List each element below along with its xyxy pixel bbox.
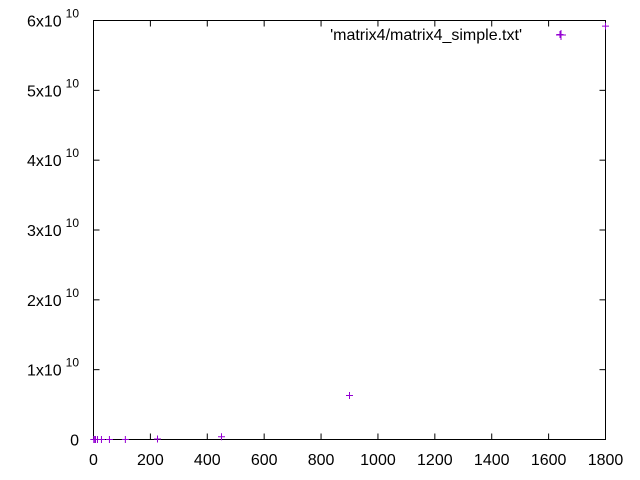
data-point [556, 30, 564, 38]
data-point [105, 436, 113, 443]
data-point [602, 22, 609, 30]
x-tick-label: 1000 [360, 452, 396, 469]
y-tick-label: 1x10 10 [27, 356, 79, 380]
data-point [154, 435, 161, 443]
data-point [218, 433, 225, 441]
x-tick-label: 1600 [531, 452, 567, 469]
x-tick-label: 400 [194, 452, 221, 469]
data-point [346, 392, 353, 400]
x-tick-label: 600 [251, 452, 278, 469]
plot-frame [93, 20, 606, 440]
x-tick-label: 1800 [588, 452, 624, 469]
data-point [97, 436, 105, 443]
data-points [90, 22, 609, 443]
x-tick-label: 0 [89, 452, 98, 469]
y-tick-label: 2x10 10 [27, 286, 79, 310]
y-tick-label: 0 [70, 433, 79, 450]
data-point [121, 436, 129, 443]
x-tick-label: 800 [308, 452, 335, 469]
legend: 'matrix4/matrix4_simple.txt' [330, 27, 566, 44]
y-tick-label: 6x10 10 [27, 7, 79, 31]
y-tick-label: 4x10 10 [27, 146, 79, 170]
x-tick-label: 1200 [417, 452, 453, 469]
y-tick-label: 5x10 10 [27, 76, 79, 100]
x-tick-labels: 0 200 400 600 800 1000 1200 1400 1600 1800 [89, 452, 623, 469]
y-tick-label: 3x10 10 [27, 216, 79, 240]
y-tick-labels: 0 1x10 10 2x10 10 3x10 10 4x10 10 5x10 10 6x10 10 [27, 7, 79, 450]
axis-ticks [93, 20, 606, 440]
legend-label: 'matrix4/matrix4_simple.txt' [330, 27, 522, 44]
x-tick-label: 200 [137, 452, 164, 469]
x-tick-label: 1400 [474, 452, 510, 469]
